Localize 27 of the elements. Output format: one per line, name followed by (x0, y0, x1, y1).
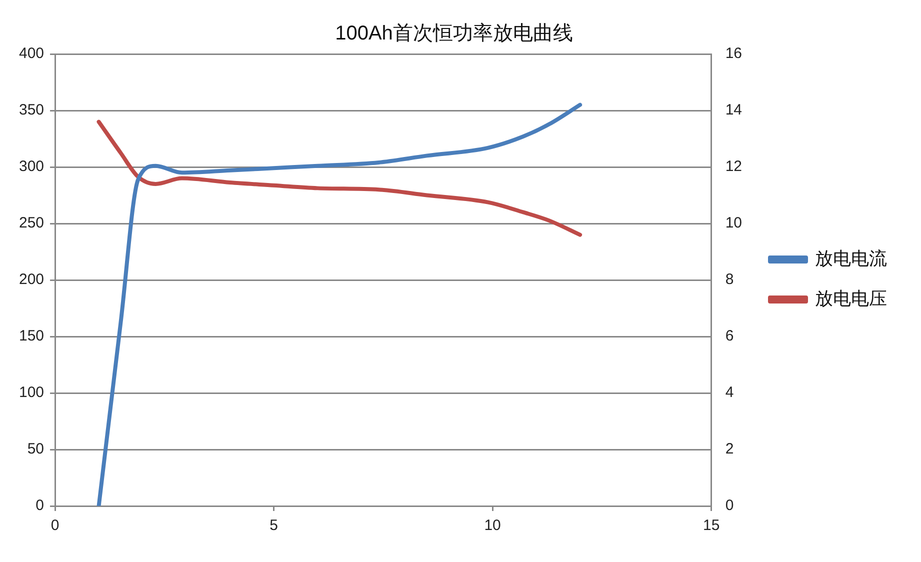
y2-tick-label: 14 (725, 102, 742, 119)
y-tick-label: 250 (18, 214, 44, 232)
y2-tick-label: 12 (725, 158, 742, 176)
line-series (96, 120, 582, 237)
y2-tick-label: 0 (725, 497, 734, 514)
x-tick-label: 0 (50, 517, 60, 534)
y-tick-label: 400 (18, 45, 44, 62)
line-series (96, 102, 582, 506)
x-tick-label: 15 (702, 517, 720, 534)
y-tick-label: 50 (27, 440, 44, 458)
chart-title: 100Ah首次恒功率放电曲线 (335, 22, 573, 45)
y-tick-label: 200 (18, 271, 44, 288)
y2-tick-label: 2 (725, 440, 734, 458)
y2-tick-label: 8 (725, 271, 734, 288)
y-tick-label: 0 (36, 497, 44, 514)
legend-label: 放电电流 (815, 248, 887, 268)
x-tick-label: 10 (484, 517, 501, 534)
y-tick-label: 300 (18, 158, 44, 176)
y2-tick-label: 16 (725, 45, 742, 62)
y-tick-label: 350 (18, 102, 44, 119)
y2-tick-label: 6 (725, 328, 734, 345)
legend-label: 放电电压 (815, 288, 887, 308)
y2-tick-label: 4 (725, 384, 734, 402)
y2-tick-label: 10 (725, 214, 742, 232)
y-tick-label: 150 (18, 328, 44, 345)
x-tick-label: 5 (270, 517, 278, 534)
y-tick-label: 100 (18, 384, 44, 402)
